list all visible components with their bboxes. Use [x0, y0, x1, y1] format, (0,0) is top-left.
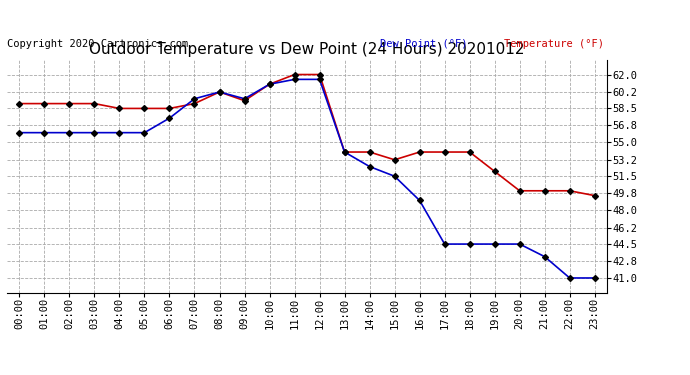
Text: Temperature (°F): Temperature (°F): [504, 39, 604, 49]
Text: Dew Point (°F): Dew Point (°F): [380, 39, 467, 49]
Text: Copyright 2020 Cartronics.com: Copyright 2020 Cartronics.com: [7, 39, 188, 49]
Title: Outdoor Temperature vs Dew Point (24 Hours) 20201012: Outdoor Temperature vs Dew Point (24 Hou…: [89, 42, 525, 57]
